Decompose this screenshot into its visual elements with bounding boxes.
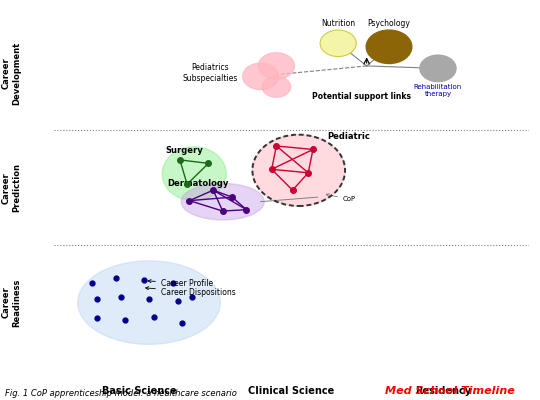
Text: Surgery: Surgery	[166, 146, 204, 155]
Circle shape	[366, 30, 412, 64]
Text: Rehabilitation
therapy: Rehabilitation therapy	[414, 84, 462, 97]
Circle shape	[420, 55, 456, 82]
Text: Pediatrics
Subspecialties: Pediatrics Subspecialties	[182, 63, 238, 83]
Text: Potential support links: Potential support links	[313, 92, 411, 101]
Text: Psychology: Psychology	[368, 19, 410, 28]
Circle shape	[242, 63, 279, 90]
Ellipse shape	[181, 183, 264, 220]
Text: Fig. 1 CoP apprenticeship model: a healthcare scenario: Fig. 1 CoP apprenticeship model: a healt…	[5, 389, 237, 398]
Text: CoP: CoP	[326, 194, 356, 202]
Circle shape	[262, 76, 291, 97]
Text: Career
Readiness: Career Readiness	[2, 278, 21, 327]
Text: Career
Development: Career Development	[2, 41, 21, 104]
Text: Med School Timeline: Med School Timeline	[385, 386, 515, 396]
Ellipse shape	[252, 135, 345, 206]
Text: Career Profile: Career Profile	[148, 279, 213, 288]
Text: Career Dispositions: Career Dispositions	[146, 287, 235, 297]
Text: Residency: Residency	[416, 386, 472, 396]
Text: Clinical Science: Clinical Science	[248, 386, 335, 396]
Ellipse shape	[78, 261, 220, 344]
Ellipse shape	[162, 147, 226, 201]
Text: Dermatology: Dermatology	[167, 179, 228, 188]
Circle shape	[320, 30, 356, 56]
Circle shape	[258, 53, 294, 79]
Text: Career
Prediction: Career Prediction	[2, 163, 21, 212]
Text: Pediatric: Pediatric	[327, 132, 370, 142]
Text: Nutrition: Nutrition	[321, 19, 355, 28]
Text: Basic Science: Basic Science	[102, 386, 177, 396]
